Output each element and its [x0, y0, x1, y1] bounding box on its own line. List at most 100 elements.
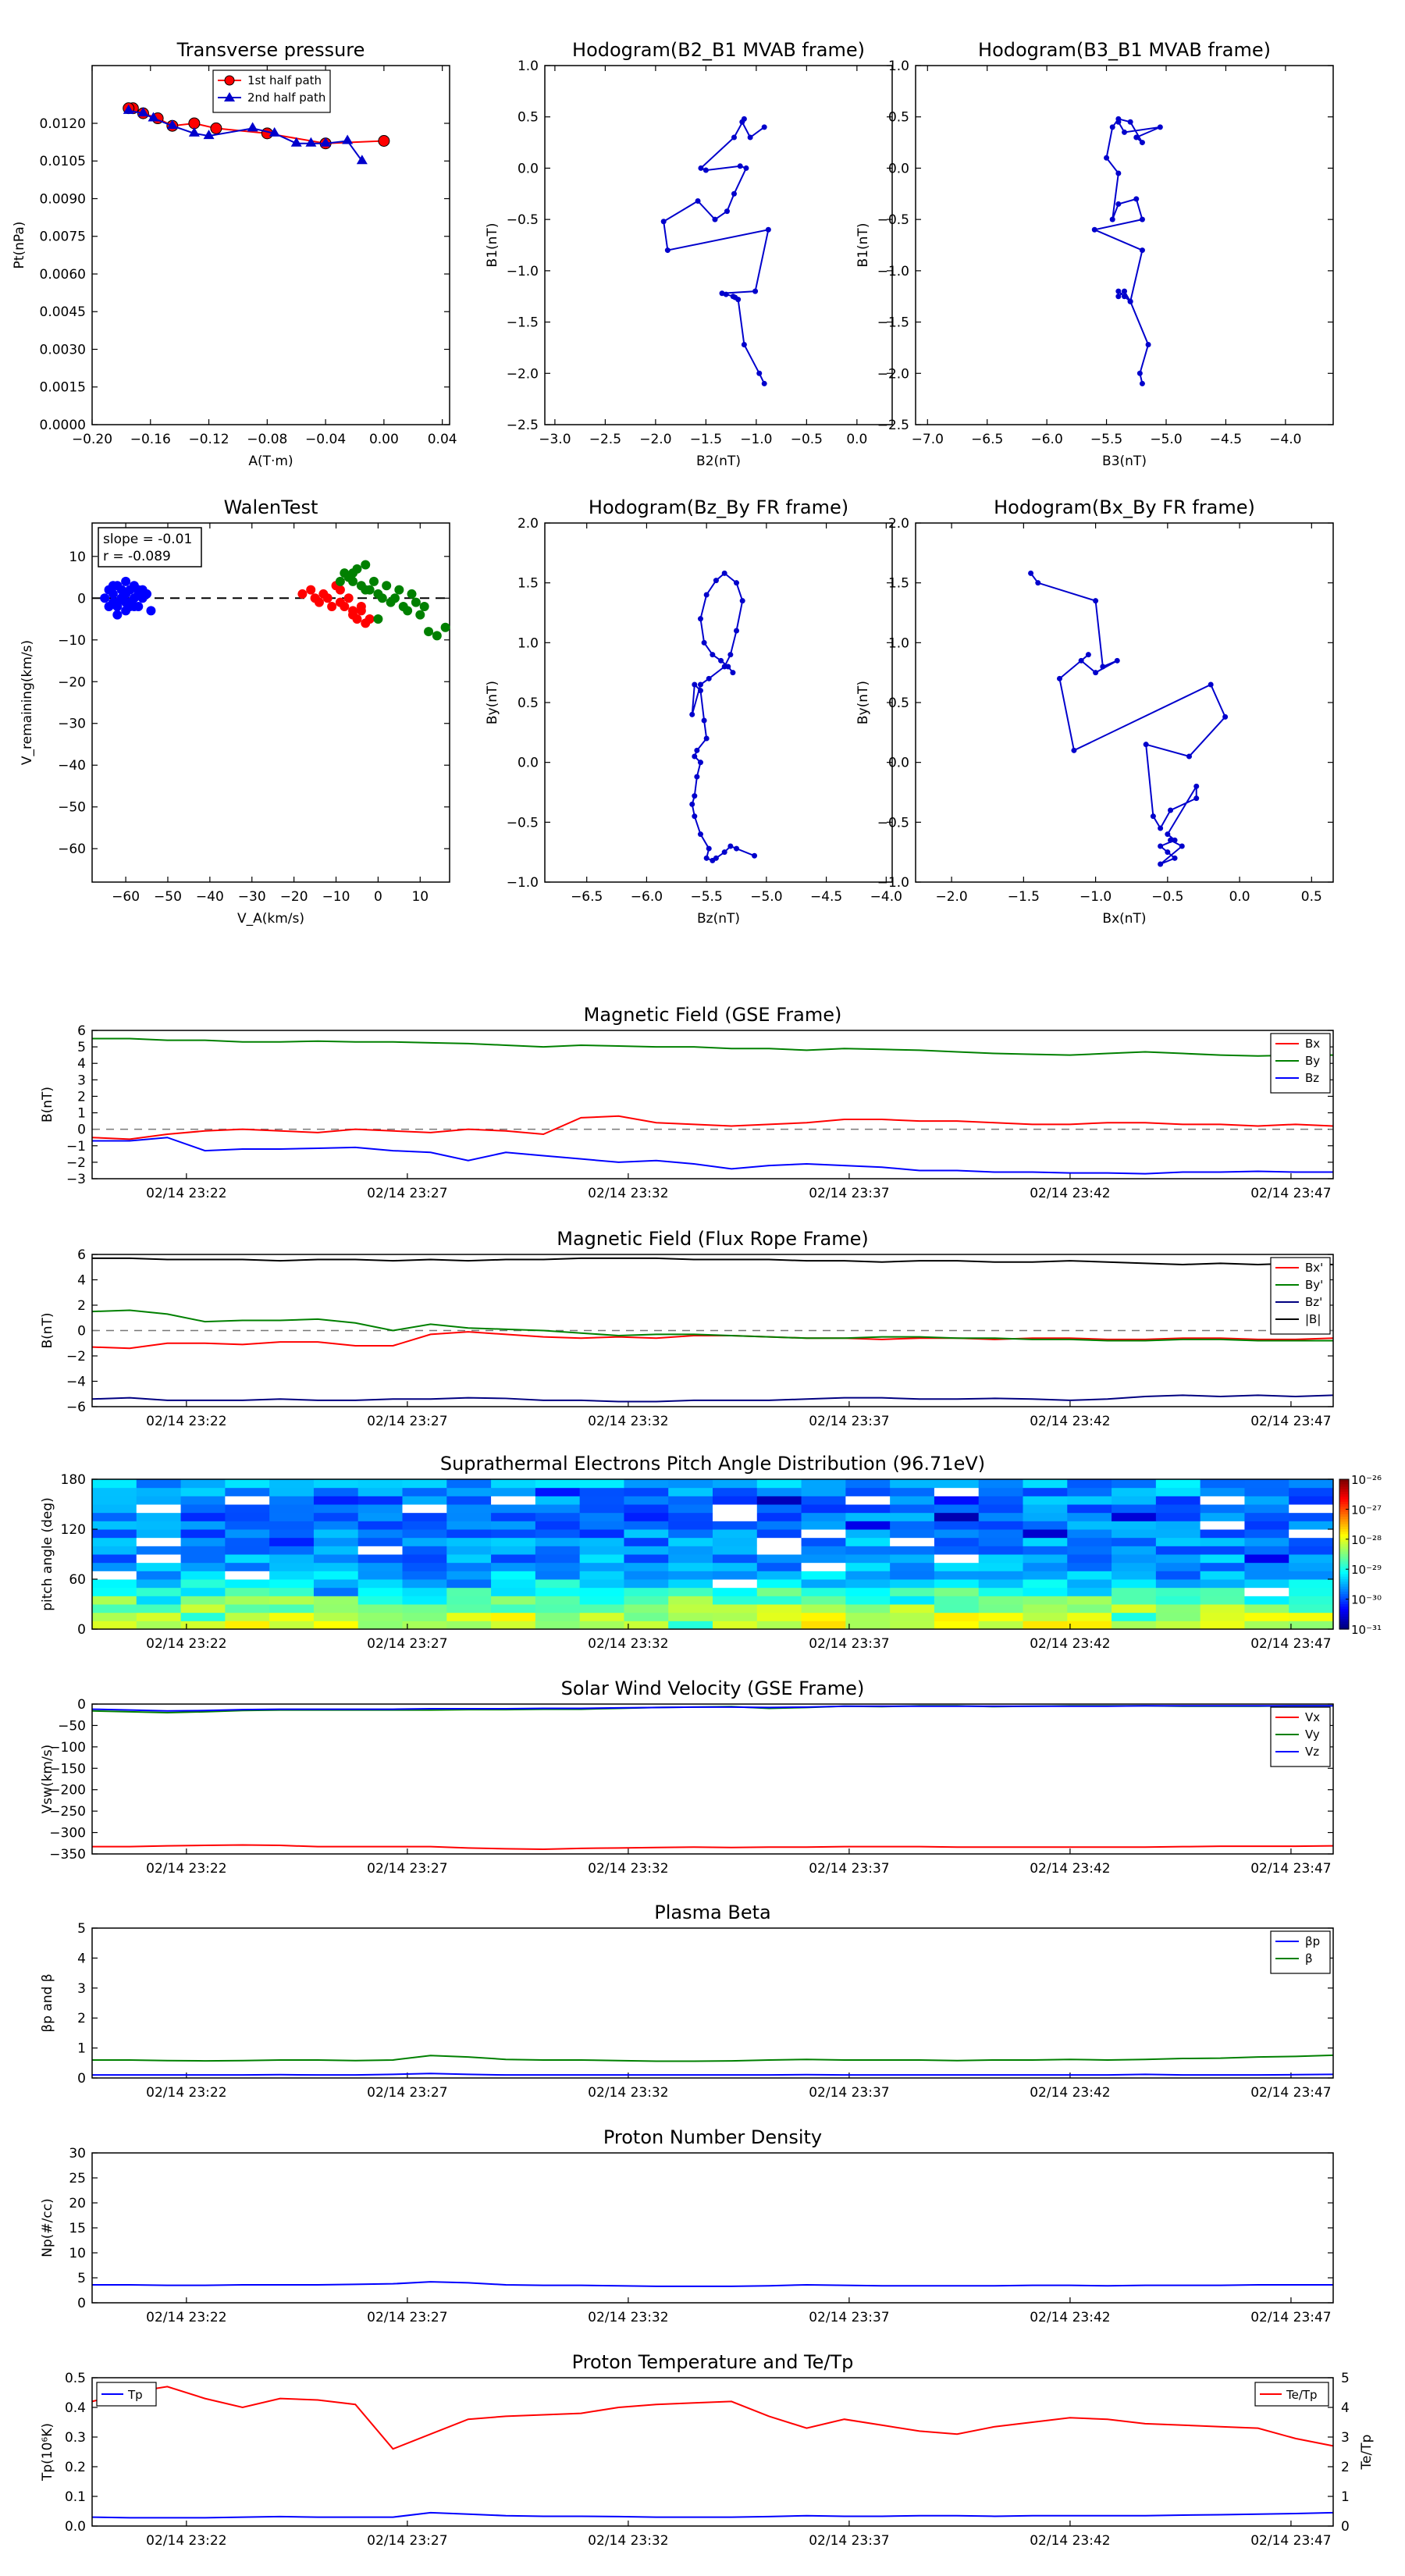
- heatmap-cell: [668, 1587, 713, 1596]
- heatmap-cell: [890, 1579, 935, 1589]
- heatmap-cell: [978, 1487, 1023, 1496]
- x-tick-label: 02/14 23:32: [588, 1861, 668, 1877]
- heatmap-cell: [1067, 1587, 1112, 1596]
- heatmap-cell: [934, 1546, 980, 1555]
- colorbar-segment: [1339, 1479, 1349, 1482]
- heatmap-cell: [313, 1521, 359, 1530]
- heatmap-cell: [446, 1604, 492, 1614]
- heatmap-cell: [1289, 1537, 1334, 1546]
- heatmap-cell: [1023, 1571, 1068, 1580]
- heatmap-cell: [845, 1521, 891, 1530]
- data-point: [713, 578, 719, 584]
- heatmap-cell: [668, 1496, 713, 1505]
- heatmap-cell: [1023, 1537, 1068, 1546]
- heatmap-cell: [978, 1521, 1023, 1530]
- heatmap-cell: [92, 1612, 137, 1621]
- heatmap-cell: [756, 1554, 802, 1564]
- legend-label: Tp: [127, 2388, 143, 2402]
- heatmap-cell: [801, 1562, 846, 1571]
- x-tick-label: −1.5: [690, 432, 722, 447]
- data-point: [697, 616, 703, 622]
- x-tick-label: 02/14 23:22: [146, 1636, 226, 1652]
- heatmap-cell: [1112, 1579, 1157, 1589]
- y-tick-label: −3: [66, 1172, 86, 1187]
- colorbar-segment: [1339, 1599, 1349, 1603]
- heatmap-cell: [269, 1487, 315, 1496]
- heatmap-cell: [801, 1504, 846, 1514]
- legend-box: [1270, 1033, 1331, 1094]
- heatmap-cell: [357, 1496, 403, 1505]
- chart-title: Plasma Beta: [654, 1902, 770, 1923]
- x-tick-label: 02/14 23:42: [1030, 2533, 1110, 2549]
- heatmap-cell: [1112, 1571, 1157, 1580]
- data-point: [1133, 134, 1140, 141]
- colorbar-segment: [1339, 1559, 1349, 1563]
- heatmap-cell: [1067, 1571, 1112, 1580]
- heatmap-cell: [1244, 1479, 1289, 1489]
- colorbar-segment: [1339, 1574, 1349, 1578]
- colorbar-segment: [1339, 1519, 1349, 1522]
- colorbar-segment: [1339, 1586, 1349, 1590]
- heatmap-cell: [801, 1571, 846, 1580]
- x-tick-label: 02/14 23:27: [367, 1414, 447, 1429]
- heatmap-cell: [491, 1521, 536, 1530]
- legend-label: β: [1305, 1952, 1313, 1966]
- heatmap-cell: [713, 1487, 758, 1496]
- heatmap-cell: [801, 1604, 846, 1614]
- heatmap-cell: [1155, 1571, 1201, 1580]
- y-axis-label: B(nT): [40, 1312, 55, 1348]
- data-point: [1104, 155, 1110, 161]
- heatmap-cell: [890, 1529, 935, 1539]
- heatmap-cell: [225, 1562, 270, 1571]
- heatmap-cell: [934, 1612, 980, 1621]
- heatmap-cell: [890, 1604, 935, 1614]
- y-axis-label: B1(nT): [855, 223, 871, 268]
- series-line-Bx: [91, 1115, 1334, 1140]
- data-point: [415, 610, 425, 620]
- heatmap-cell: [491, 1562, 536, 1571]
- y-tick-label: 0: [77, 2071, 86, 2087]
- heatmap-cell: [446, 1562, 492, 1571]
- data-point: [706, 675, 712, 681]
- heatmap-cell: [1200, 1537, 1245, 1546]
- colorbar-segment: [1339, 1546, 1349, 1550]
- heatmap-cell: [446, 1537, 492, 1546]
- timeseries-chart-11: Proton Number Density 0 5 10 15 20 25 30 02/14 2…: [40, 2126, 1334, 2325]
- data-point: [432, 631, 442, 641]
- heatmap-cell: [357, 1529, 403, 1539]
- data-point: [703, 855, 710, 861]
- heatmap-cell: [978, 1479, 1023, 1489]
- heatmap-cell: [357, 1546, 403, 1555]
- colorbar-segment: [1339, 1594, 1349, 1597]
- heatmap-cell: [269, 1587, 315, 1596]
- heatmap-cell: [934, 1579, 980, 1589]
- colorbar-segment: [1339, 1496, 1349, 1500]
- data-point: [146, 606, 156, 616]
- heatmap-cell: [1155, 1604, 1201, 1614]
- heatmap-cell: [934, 1537, 980, 1546]
- data-point: [108, 581, 118, 591]
- x-tick-label: −5.0: [1150, 432, 1182, 447]
- heatmap-cell: [1289, 1512, 1334, 1521]
- heatmap-cell: [801, 1479, 846, 1489]
- heatmap-cell: [934, 1554, 980, 1564]
- heatmap-cell: [1244, 1487, 1289, 1496]
- heatmap-cell: [756, 1562, 802, 1571]
- y-axis-label: Tp(10⁶K): [40, 2423, 55, 2482]
- heatmap-cell: [934, 1529, 980, 1539]
- heatmap-cell: [1200, 1579, 1245, 1589]
- heatmap-cell: [225, 1546, 270, 1555]
- heatmap-cell: [402, 1579, 447, 1589]
- data-point: [148, 112, 159, 122]
- data-point: [1139, 380, 1145, 386]
- colorbar-segment: [1339, 1534, 1349, 1538]
- heatmap-cell: [313, 1612, 359, 1621]
- chart-title: Hodogram(Bx_By FR frame): [994, 496, 1255, 518]
- x-tick-label: 0.5: [1301, 889, 1322, 905]
- heatmap-cell: [180, 1496, 226, 1505]
- heatmap-cell: [845, 1596, 891, 1605]
- data-point: [440, 622, 450, 632]
- heatmap-cell: [225, 1521, 270, 1530]
- heatmap-cell: [756, 1587, 802, 1596]
- data-point: [1115, 294, 1122, 300]
